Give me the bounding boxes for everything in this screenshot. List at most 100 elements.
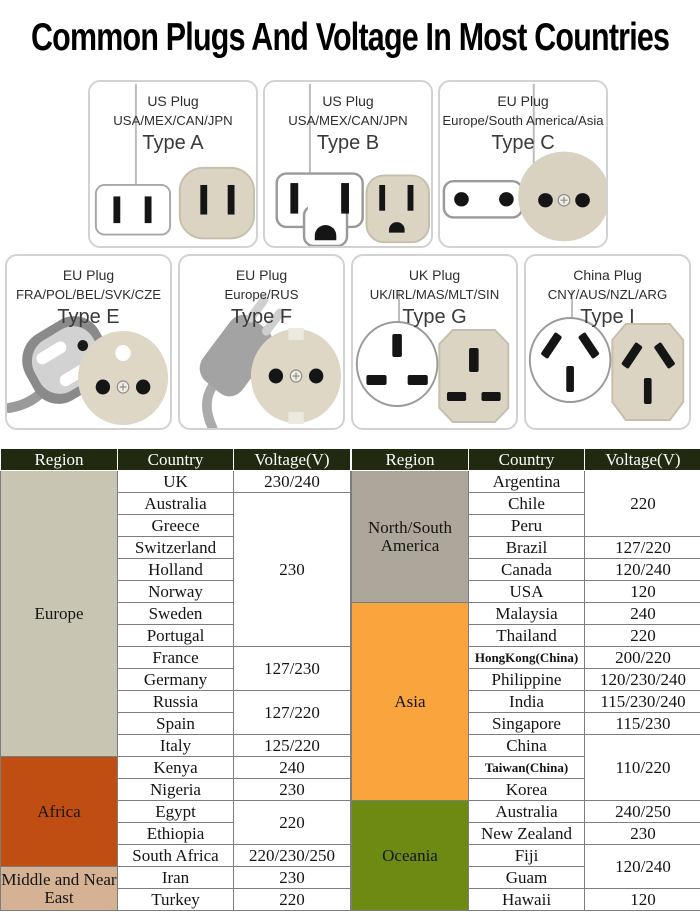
voltage-cell: 240 <box>233 756 351 779</box>
plug-countries: USA/MEX/CAN/JPN <box>288 113 408 128</box>
region-cell: Europe <box>0 470 118 757</box>
plug-card-type-f: EU Plug Europe/RUS Type F <box>178 254 345 430</box>
voltage-cell: 120/240 <box>584 558 700 581</box>
country-cell: Taiwan(China) <box>468 756 585 779</box>
plug-type: Type G <box>402 306 467 328</box>
voltage-cell: 127/220 <box>584 536 700 559</box>
country-cell: Hawaii <box>468 888 585 911</box>
country-cell: Italy <box>117 734 234 757</box>
plug-name: EU Plug <box>497 93 549 109</box>
voltage-cell: 115/230/240 <box>584 690 700 713</box>
voltage-cell: 127/230 <box>233 646 351 691</box>
voltage-cell: 230/240 <box>233 470 351 493</box>
table-row: Guam <box>352 866 700 889</box>
country-cell: Switzerland <box>117 536 234 559</box>
country-cell: UK <box>117 470 234 493</box>
plug-card-type-c: EU Plug Europe/South America/Asia Type C <box>438 80 608 248</box>
country-cell: Sweden <box>117 602 234 625</box>
plug-name: EU Plug <box>62 267 115 283</box>
voltage-cell: 110/220 <box>584 734 700 801</box>
voltage-cell: 120/230/240 <box>584 668 700 691</box>
plug-type: Type E <box>57 306 120 328</box>
plug-card-text: UK Plug UK/IRL/MAS/MLT/SIN Type G <box>353 256 516 330</box>
country-cell: South Africa <box>117 844 234 867</box>
type-f-plug-socket-icon <box>199 295 342 428</box>
country-cell: Germany <box>117 668 234 691</box>
plug-card-type-a: US Plug USA/MEX/CAN/JPN Type A <box>88 80 258 248</box>
page-title: Common Plugs And Voltage In Most Countri… <box>30 16 670 59</box>
country-cell: Singapore <box>468 712 585 735</box>
table-row: North/South America Argentina 220 <box>351 470 700 603</box>
plug-name: EU Plug <box>235 267 288 283</box>
voltage-cell: 127/220 <box>233 690 351 735</box>
table-row: Germany <box>1 668 351 691</box>
table-row: Greece <box>1 514 351 537</box>
country-cell: New Zealand <box>468 822 585 845</box>
table-row: New Zealand 230 <box>352 822 700 845</box>
country-cell: Thailand <box>468 624 585 647</box>
voltage-cell: 240 <box>584 602 700 625</box>
voltage-cell: 220 <box>584 470 700 537</box>
table-row: China 110/220 <box>352 734 700 801</box>
country-cell: India <box>468 690 585 713</box>
country-cell: Ethiopia <box>117 822 234 845</box>
voltage-cell: 240/250 <box>584 800 700 823</box>
table-row: Hawaii 120 <box>352 888 700 911</box>
country-cell: Guam <box>468 866 585 889</box>
column-header: Region <box>351 448 469 471</box>
plug-card-type-e: EU Plug FRA/POL/BEL/SVK/CZE Type E <box>5 254 172 430</box>
country-cell: USA <box>468 580 585 603</box>
table-row: France 127/230 <box>1 646 351 691</box>
plug-card-text: US Plug USA/MEX/CAN/JPN Type B <box>265 82 431 156</box>
country-cell: HongKong(China) <box>468 646 585 669</box>
country-cell: Greece <box>117 514 234 537</box>
column-header: Voltage(V) <box>584 448 700 471</box>
table-row: Oceania Australia 240/250 <box>351 800 700 911</box>
plug-countries: Europe/RUS <box>224 287 299 302</box>
region-cell: Asia <box>351 602 469 801</box>
country-cell: Malaysia <box>468 602 585 625</box>
table-row: South Africa 220/230/250 <box>1 844 351 867</box>
country-cell: Iran <box>117 866 234 889</box>
country-cell: China <box>468 734 585 757</box>
column-header: Country <box>117 448 234 471</box>
plug-type: Type I <box>580 306 635 328</box>
country-cell: Kenya <box>117 756 234 779</box>
country-cell: Russia <box>117 690 234 713</box>
voltage-cell: 230 <box>233 492 351 647</box>
table-row: Ethiopia <box>1 822 351 845</box>
region-cell: Africa <box>0 756 118 867</box>
voltage-table: Region Country Voltage(V) Europe UK 230/240 Au… <box>0 448 351 911</box>
plug-type: Type A <box>142 132 204 154</box>
table-row: Africa Kenya 240 <box>0 756 351 867</box>
type-e-plug-socket-icon <box>7 316 169 425</box>
voltage-cell: 220 <box>233 800 351 845</box>
voltage-cell: 230 <box>233 778 351 801</box>
country-cell: Philippine <box>468 668 585 691</box>
country-cell: Holland <box>117 558 234 581</box>
table-row: Egypt 220 <box>1 800 351 845</box>
country-cell: Peru <box>468 514 585 537</box>
plug-card-text: EU Plug Europe/South America/Asia Type C <box>440 82 606 156</box>
table-row: Fiji 120/240 <box>352 844 700 889</box>
voltage-cell: 120 <box>584 580 700 603</box>
voltage-table-right: Region Country Voltage(V) North/South Ameri… <box>351 448 700 911</box>
country-cell: Spain <box>117 712 234 735</box>
country-cell: Chile <box>468 492 585 515</box>
voltage-cell: 125/220 <box>233 734 351 757</box>
table-row: Asia Malaysia 240 <box>351 602 700 801</box>
table-row: Singapore 115/230 <box>352 712 700 735</box>
type-b-plug-socket-icon <box>275 83 431 246</box>
plug-countries: USA/MEX/CAN/JPN <box>113 113 233 128</box>
plug-name: China Plug <box>573 267 642 283</box>
country-cell: Korea <box>468 778 585 801</box>
country-cell: Australia <box>117 492 234 515</box>
table-row: Middle and Near East Iran 230 <box>0 866 351 911</box>
table-row: Taiwan(China) <box>352 756 700 779</box>
voltage-tables: Region Country Voltage(V) Europe UK 230/240 Au… <box>0 448 700 911</box>
country-cell: Portugal <box>117 624 234 647</box>
table-row: Peru <box>352 514 700 537</box>
type-i-plug-socket-icon <box>528 290 685 421</box>
plug-cards-row-2: EU Plug FRA/POL/BEL/SVK/CZE Type E <box>5 254 691 430</box>
table-row: Europe UK 230/240 <box>0 470 351 757</box>
